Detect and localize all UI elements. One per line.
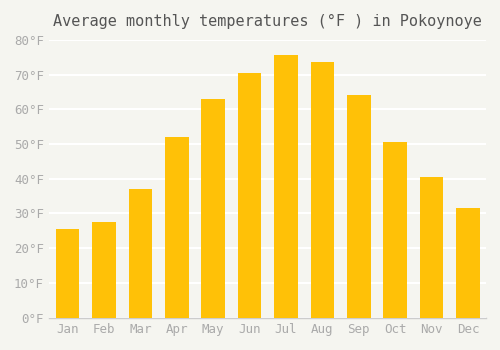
Bar <box>384 142 407 317</box>
Bar <box>165 137 188 317</box>
Bar <box>347 95 370 317</box>
Bar <box>238 73 262 317</box>
Bar <box>92 222 116 317</box>
Bar <box>456 208 479 317</box>
Bar <box>420 177 444 317</box>
Bar <box>310 62 334 317</box>
Bar <box>274 55 298 317</box>
Bar <box>56 229 80 317</box>
Bar <box>128 189 152 317</box>
Bar <box>202 99 225 317</box>
Title: Average monthly temperatures (°F ) in Pokoynoye: Average monthly temperatures (°F ) in Po… <box>54 14 482 29</box>
